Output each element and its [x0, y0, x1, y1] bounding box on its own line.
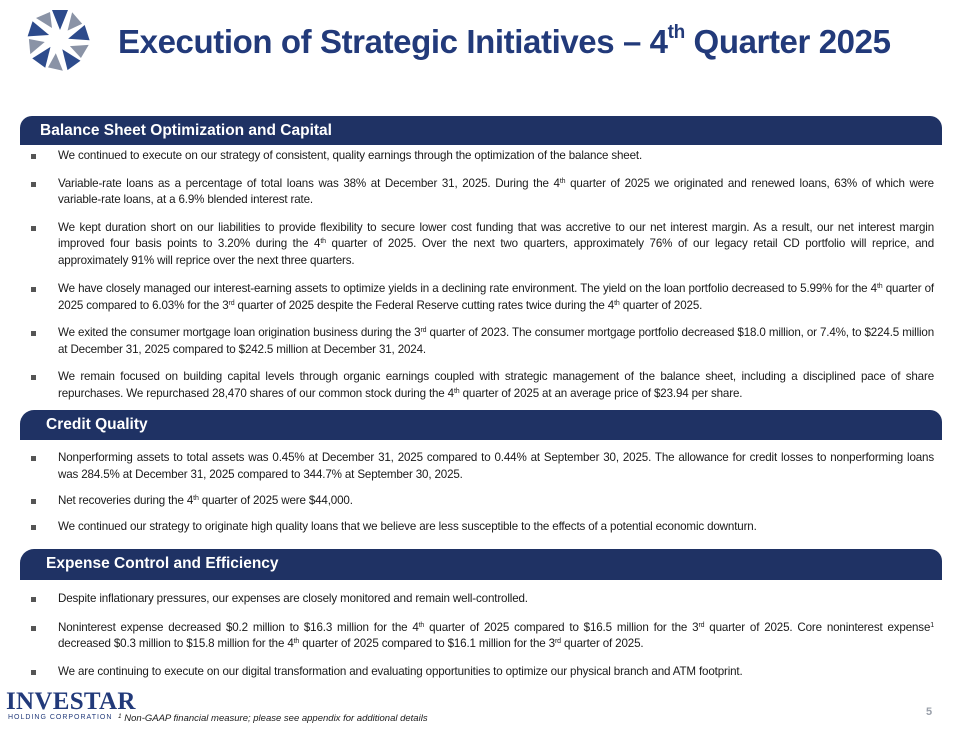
bullet-superscript: th — [876, 283, 883, 290]
bullet-superscript: rd — [698, 621, 705, 629]
bullet-text: We exited the consumer mortgage loan ori… — [58, 326, 421, 339]
section-divider — [20, 578, 942, 580]
bullet-text: We have closely managed our interest-ear… — [58, 282, 877, 295]
title-end: Quarter 2025 — [684, 23, 891, 60]
bullet-text: We kept duration short on our liabilitie… — [58, 220, 934, 251]
bullet-item: We exited the consumer mortgage loan ori… — [30, 325, 934, 358]
bullet-text: We continued our strategy to originate h… — [58, 519, 757, 533]
bullet-item: Net recoveries during the 4th quarter of… — [30, 493, 934, 510]
bullet-text: quarter of 2025. — [619, 298, 703, 312]
bullet-superscript: rd — [554, 638, 561, 645]
bullet-item: We kept duration short on our liabilitie… — [30, 220, 934, 270]
bullet-text: quarter of 2025 compared to $16.5 millio… — [424, 620, 699, 634]
bullet-text: decreased $0.3 million to $15.8 million … — [58, 637, 294, 650]
bullet-text: quarter of 2025. — [560, 637, 644, 650]
section-title: Expense Control and Efficiency — [46, 555, 279, 572]
logo-subtitle: HOLDING CORPORATION — [8, 714, 113, 721]
expense-control-bullet-list: Despite inflationary pressures, our expe… — [30, 591, 934, 680]
bullet-text: We remain focused on building capital le… — [58, 370, 934, 400]
page-number: 5 — [926, 706, 933, 718]
bullet-superscript: th — [418, 621, 425, 629]
bullet-superscript: rd — [420, 327, 427, 334]
page-title: Execution of Strategic Initiatives – 4th… — [118, 22, 948, 61]
bullet-superscript: 1 — [930, 621, 934, 629]
bullet-item: Despite inflationary pressures, our expe… — [30, 591, 934, 608]
credit-quality-bullet-list: Nonperforming assets to total assets was… — [30, 450, 934, 535]
bullet-square-icon — [31, 625, 36, 631]
bullet-text: quarter of 2023. The consumer mortgage p… — [58, 326, 935, 356]
balance-sheet-bullet-list: We continued to execute on our strategy … — [30, 148, 934, 402]
footnote: 1 Non-GAAP financial measure; please see… — [118, 713, 428, 724]
bullet-superscript: th — [559, 177, 566, 185]
bullet-superscript: th — [614, 299, 620, 307]
investar-wordmark-logo: INVESTAR HOLDING CORPORATION — [6, 688, 135, 726]
bullet-text: quarter of 2025 we originated and renewe… — [58, 176, 934, 207]
footnote-mark: 1 — [118, 713, 122, 720]
bullet-text: quarter of 2025 were $44,000. — [198, 494, 353, 507]
title-superscript: th — [667, 22, 686, 43]
bullet-item: We continued to execute on our strategy … — [30, 148, 934, 165]
bullet-text: We are continuing to execute on our digi… — [58, 664, 743, 678]
section-header-balance-sheet: Balance Sheet Optimization and Capital — [20, 116, 942, 145]
bullet-text: quarter of 2025. Over the next two quart… — [58, 237, 935, 267]
bullet-square-icon — [31, 154, 36, 159]
section-header-expense-control: Expense Control and Efficiency — [20, 549, 942, 578]
bullet-text: Variable-rate loans as a percentage of t… — [58, 176, 560, 190]
title-main: Execution of Strategic Initiatives – 4 — [118, 23, 668, 60]
bullet-square-icon — [31, 597, 36, 602]
bullet-item: We have closely managed our interest-ear… — [30, 281, 934, 314]
bullet-square-icon — [31, 331, 36, 336]
bullet-square-icon — [31, 375, 36, 380]
bullet-text: We continued to execute on our strategy … — [58, 149, 643, 162]
bullet-text: Nonperforming assets to total assets was… — [58, 451, 934, 481]
section-title: Balance Sheet Optimization and Capital — [40, 122, 332, 139]
bullet-item: Nonperforming assets to total assets was… — [30, 450, 934, 483]
bullet-square-icon — [31, 181, 36, 187]
section-divider — [20, 438, 942, 440]
bullet-superscript: th — [453, 387, 460, 395]
bullet-square-icon — [31, 287, 36, 292]
section-header-credit-quality: Credit Quality — [20, 410, 942, 439]
bullet-text: quarter of 2025 despite the Federal Rese… — [234, 298, 615, 312]
bullet-superscript: rd — [228, 299, 235, 307]
bullet-text: Noninterest expense decreased $0.2 milli… — [58, 620, 419, 634]
bullet-square-icon — [31, 524, 36, 530]
bullet-superscript: th — [293, 638, 300, 645]
bullet-square-icon — [31, 499, 36, 504]
bullet-text: quarter of 2025 at an average price of $… — [459, 386, 743, 400]
bullet-square-icon — [31, 669, 36, 675]
bullet-text: Net recoveries during the 4 — [58, 494, 194, 507]
bullet-item: Noninterest expense decreased $0.2 milli… — [30, 620, 934, 653]
bullet-square-icon — [31, 225, 36, 231]
bullet-text: quarter of 2025 compared to 6.03% for th… — [58, 282, 935, 312]
bullet-superscript: th — [320, 238, 326, 245]
bullet-item: We continued our strategy to originate h… — [30, 519, 934, 536]
bullet-item: We remain focused on building capital le… — [30, 369, 934, 402]
bullet-text: quarter of 2025 compared to $16.1 millio… — [299, 637, 555, 650]
bullet-item: We are continuing to execute on our digi… — [30, 664, 934, 681]
footnote-text: Non-GAAP financial measure; please see a… — [121, 713, 428, 724]
bullet-text: Despite inflationary pressures, our expe… — [58, 592, 528, 605]
bullet-superscript: th — [193, 495, 199, 502]
bullet-item: Variable-rate loans as a percentage of t… — [30, 176, 934, 209]
bullet-text: quarter of 2025. Core noninterest expens… — [704, 620, 931, 634]
logo-wordmark: INVESTAR — [6, 688, 136, 715]
section-title: Credit Quality — [46, 416, 148, 433]
investar-star-logo-icon — [27, 10, 90, 71]
bullet-square-icon — [31, 456, 36, 461]
